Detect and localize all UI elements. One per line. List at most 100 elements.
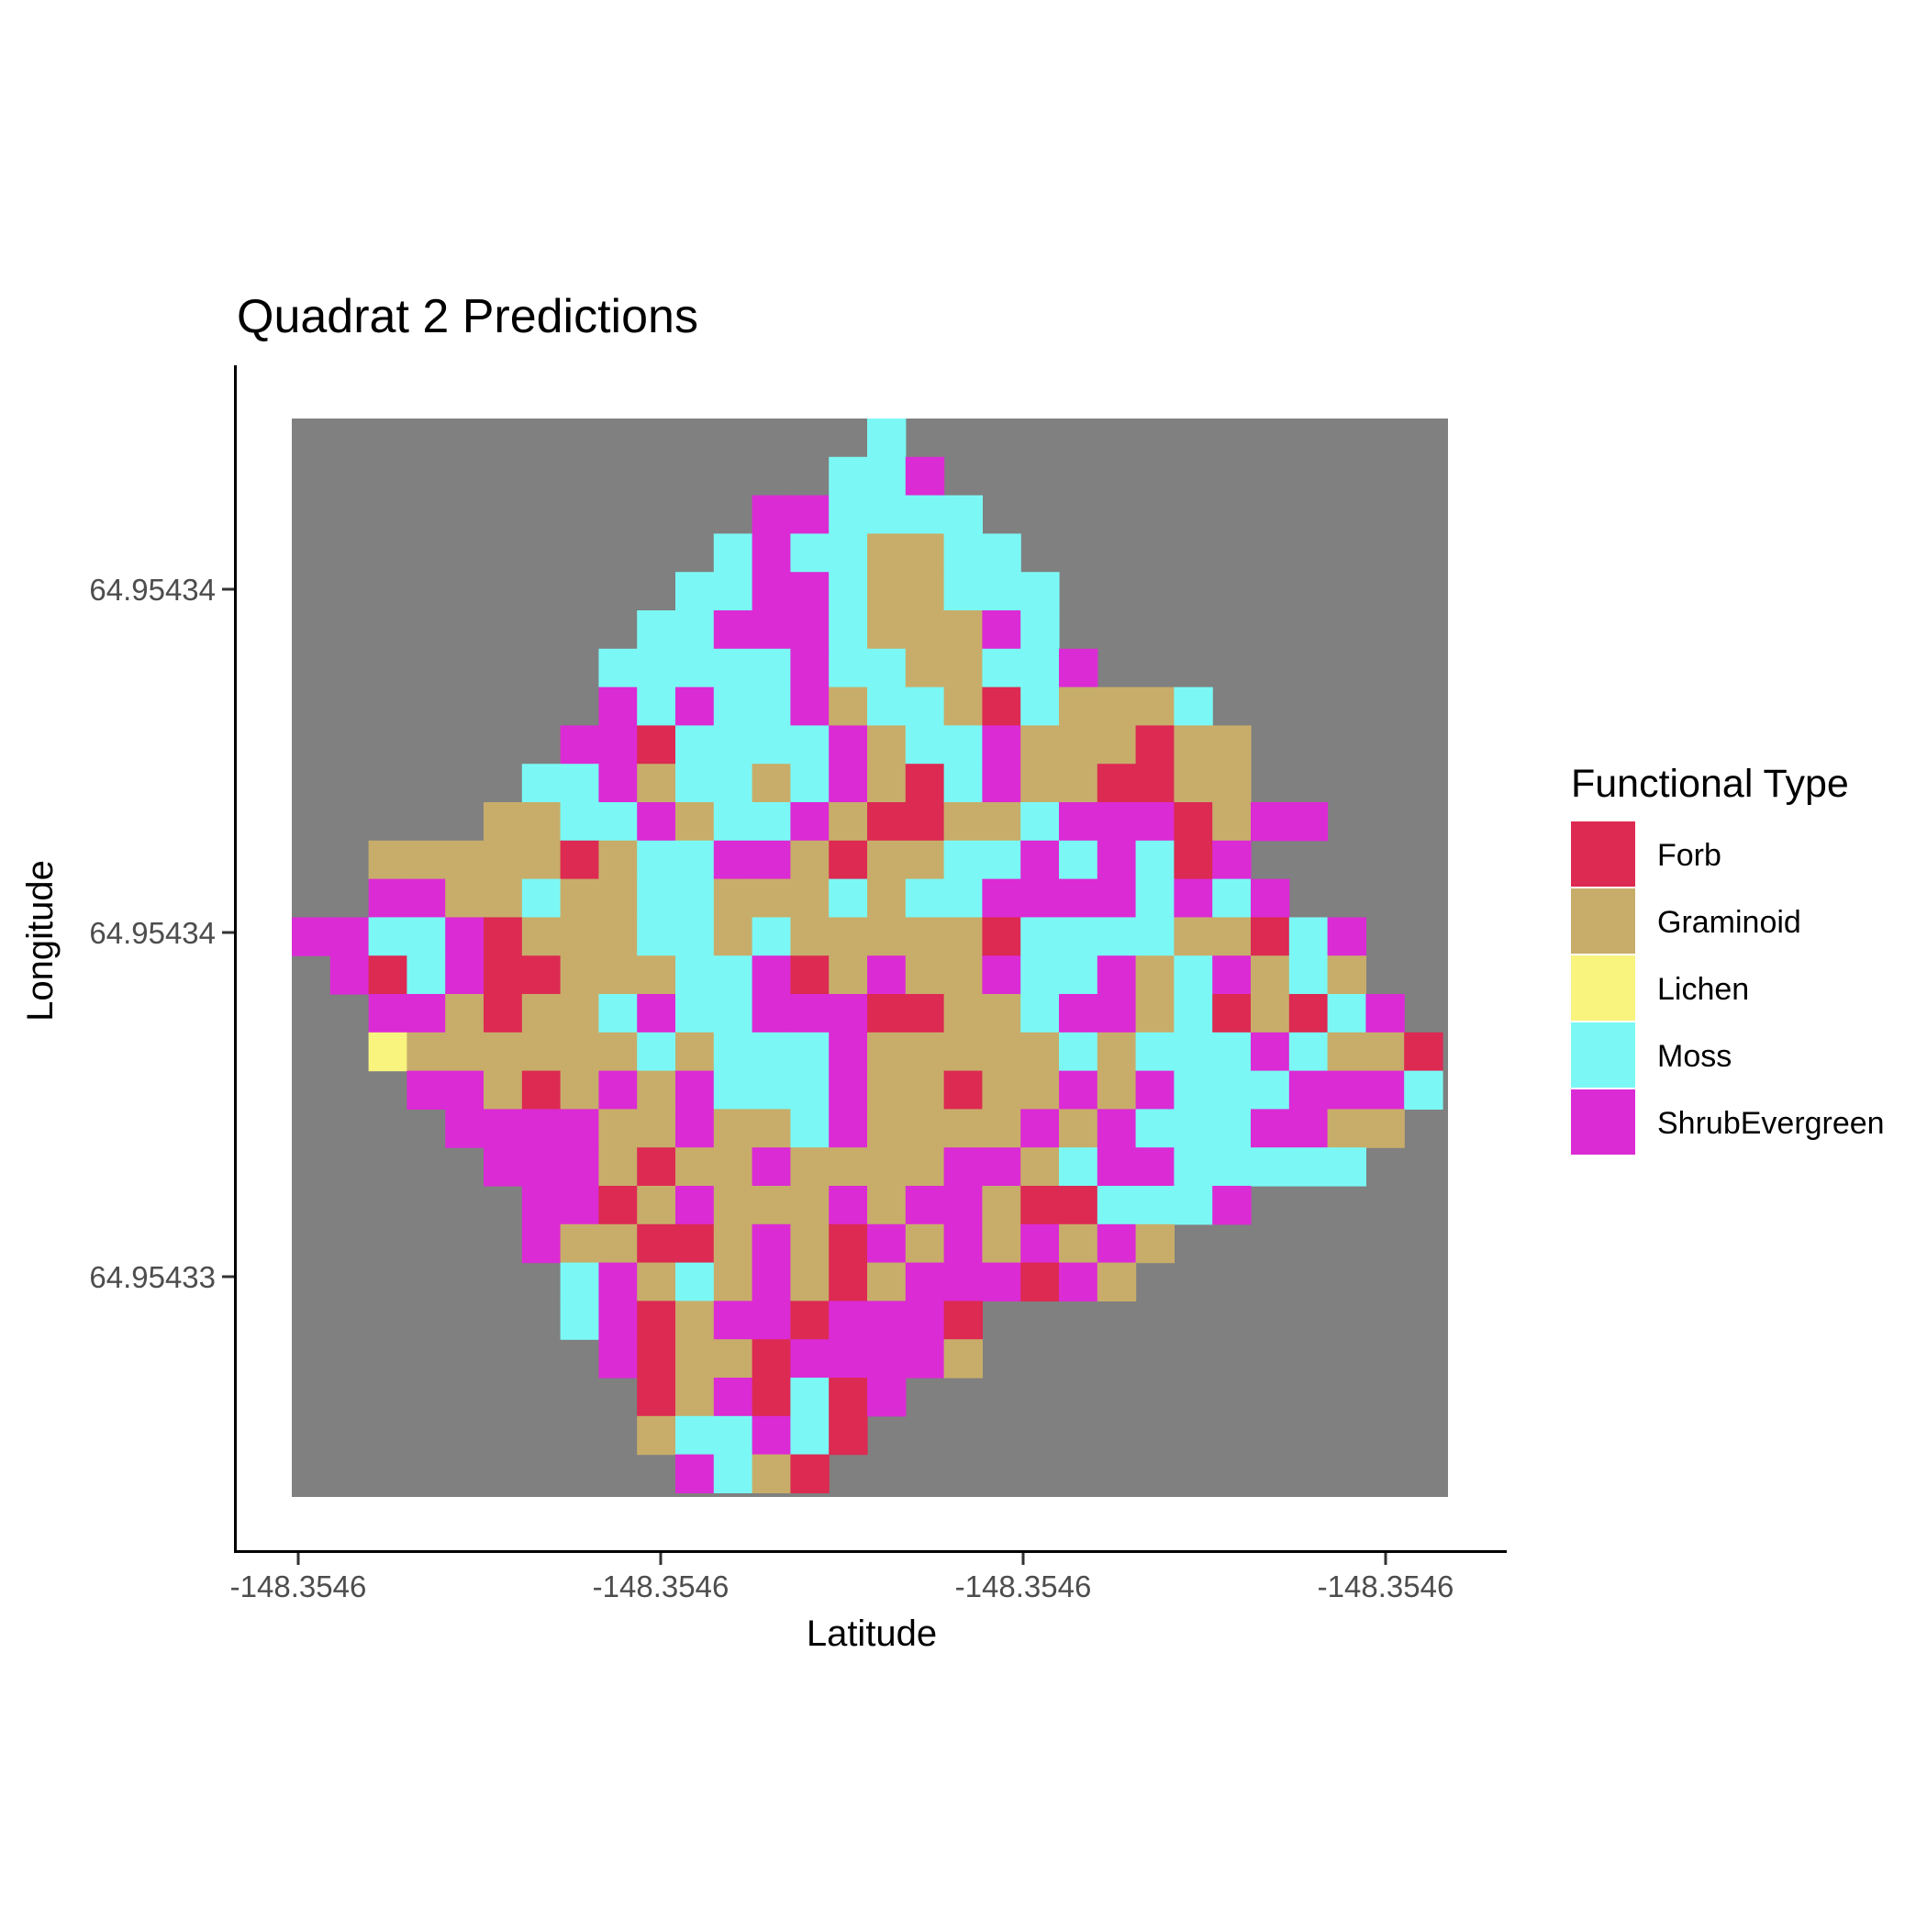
tile-graminoid — [445, 840, 485, 880]
tile-graminoid — [905, 1147, 945, 1187]
tile-shrubevergreen — [1097, 994, 1137, 1033]
tile-shrubevergreen — [790, 802, 830, 842]
y-axis-title: Longitude — [20, 860, 61, 1022]
y-tick-label: 64.95433 — [89, 1260, 216, 1294]
tile-shrubevergreen — [598, 725, 638, 765]
tile-shrubevergreen — [790, 1339, 830, 1379]
y-tick-label: 64.95434 — [89, 573, 216, 607]
tile-shrubevergreen — [1327, 1070, 1366, 1110]
tile-shrubevergreen — [1212, 1186, 1252, 1225]
tile-shrubevergreen — [905, 1262, 945, 1301]
tile-graminoid — [867, 764, 907, 803]
tile-graminoid — [521, 994, 562, 1033]
tile-moss — [790, 1415, 830, 1456]
tile-shrubevergreen — [1212, 955, 1252, 995]
tile-forb — [1174, 802, 1213, 842]
tile-moss — [1135, 840, 1175, 880]
legend-title: Functional Type — [1571, 762, 1849, 806]
tile-moss — [598, 648, 638, 688]
tile-moss — [943, 533, 983, 573]
tile-graminoid — [484, 802, 523, 842]
tile-graminoid — [867, 917, 907, 956]
legend-label-shrubevergreen: ShrubEvergreen — [1657, 1106, 1885, 1141]
tile-moss — [675, 648, 715, 688]
tile-moss — [1212, 1032, 1252, 1072]
tile-graminoid — [905, 840, 945, 880]
tile-graminoid — [1135, 994, 1175, 1033]
tile-shrubevergreen — [790, 495, 830, 534]
tile-graminoid — [867, 1147, 907, 1187]
tile-shrubevergreen — [829, 1186, 868, 1225]
tile-moss — [752, 648, 791, 688]
tile-moss — [1327, 994, 1366, 1033]
tile-shrubevergreen — [1251, 1109, 1290, 1148]
tile-shrubevergreen — [1020, 1223, 1060, 1264]
tile-moss — [829, 572, 868, 611]
tile-graminoid — [790, 1223, 830, 1264]
tile-moss — [790, 1378, 830, 1417]
tile-shrubevergreen — [445, 917, 485, 956]
tile-shrubevergreen — [752, 1415, 791, 1456]
tile-shrubevergreen — [1174, 878, 1213, 918]
tile-shrubevergreen — [675, 1454, 715, 1493]
tile-shrubevergreen — [713, 1301, 753, 1340]
tile-graminoid — [905, 610, 945, 650]
tile-shrubevergreen — [867, 1378, 907, 1417]
tile-moss — [1020, 802, 1060, 842]
tile-moss — [1020, 687, 1060, 726]
tile-moss — [1174, 1109, 1213, 1148]
tile-graminoid — [598, 840, 638, 880]
tile-shrubevergreen — [1097, 955, 1137, 995]
tile-shrubevergreen — [752, 1223, 791, 1264]
tile-shrubevergreen — [521, 1223, 562, 1264]
tile-graminoid — [867, 533, 907, 573]
tile-moss — [1212, 1147, 1252, 1187]
tile-graminoid — [713, 1262, 753, 1301]
tile-graminoid — [598, 1223, 638, 1264]
tile-graminoid — [1020, 1032, 1060, 1072]
tile-forb — [637, 1301, 676, 1340]
tile-moss — [867, 648, 907, 688]
tile-shrubevergreen — [407, 994, 446, 1033]
legend-key-lichen — [1571, 955, 1635, 1021]
tile-forb — [368, 955, 407, 995]
tile-shrubevergreen — [829, 1070, 868, 1110]
tile-shrubevergreen — [752, 994, 791, 1033]
tile-moss — [1020, 955, 1060, 995]
tile-moss — [560, 802, 599, 842]
tile-shrubevergreen — [1097, 840, 1137, 880]
tile-moss — [1059, 840, 1098, 880]
tile-moss — [713, 1070, 753, 1110]
tile-shrubevergreen — [598, 1262, 638, 1301]
tile-moss — [943, 840, 983, 880]
tile-moss — [637, 648, 676, 688]
tile-forb — [752, 1339, 791, 1379]
tile-moss — [407, 917, 446, 956]
tile-moss — [752, 687, 791, 726]
tile-graminoid — [675, 1032, 715, 1072]
legend-key-shrubevergreen — [1571, 1089, 1635, 1155]
tile-graminoid — [1097, 1032, 1137, 1072]
tile-graminoid — [560, 955, 599, 995]
x-tick-label: -148.3546 — [955, 1569, 1092, 1603]
tile-forb — [637, 1378, 676, 1417]
tile-shrubevergreen — [943, 1147, 983, 1187]
tile-moss — [943, 764, 983, 803]
tile-graminoid — [368, 840, 407, 880]
tile-graminoid — [407, 840, 446, 880]
tile-graminoid — [1059, 1109, 1098, 1148]
tile-moss — [982, 648, 1021, 688]
tile-moss — [982, 572, 1021, 611]
tile-forb — [829, 840, 868, 880]
tile-moss — [982, 533, 1021, 573]
tile-graminoid — [637, 1186, 676, 1225]
tile-shrubevergreen — [1097, 802, 1137, 842]
tile-moss — [675, 955, 715, 995]
tile-graminoid — [1135, 687, 1175, 726]
tile-graminoid — [829, 687, 868, 726]
tile-forb — [1288, 994, 1329, 1033]
tile-moss — [1020, 610, 1060, 650]
tile-moss — [637, 610, 676, 650]
tile-graminoid — [637, 955, 676, 995]
tile-forb — [1404, 1032, 1443, 1072]
